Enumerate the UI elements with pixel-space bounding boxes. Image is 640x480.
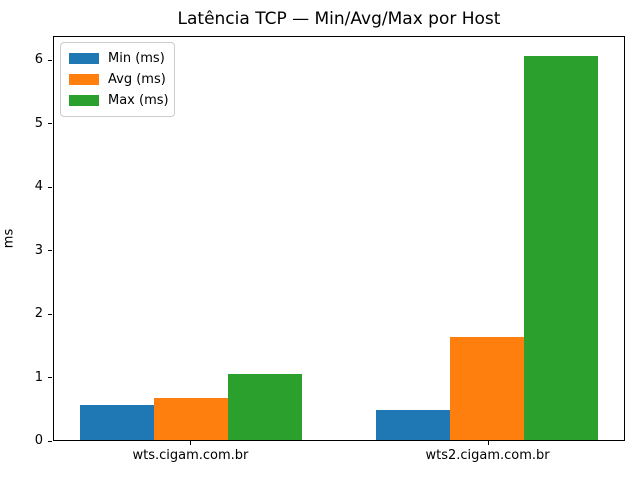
legend-row: Min (ms)	[69, 48, 174, 69]
legend-label: Max (ms)	[108, 93, 169, 108]
legend-row: Max (ms)	[69, 90, 174, 111]
x-tick-mark	[190, 441, 192, 445]
y-tick-label: 1	[34, 369, 43, 385]
y-tick-mark	[48, 440, 52, 442]
x-tick-label-0: wts.cigam.com.br	[132, 448, 249, 463]
bar-min-ms-0	[79, 405, 154, 440]
y-tick-label: 6	[34, 52, 43, 68]
x-tick-label-1: wts2.cigam.com.br	[425, 448, 550, 463]
x-tick-mark	[487, 441, 489, 445]
y-tick-label: 2	[34, 306, 43, 322]
bar-avg-ms-0	[153, 397, 228, 440]
y-tick-label: 3	[34, 242, 43, 258]
bar-avg-ms-1	[450, 337, 525, 440]
y-tick-mark	[48, 377, 52, 379]
y-tick-label: 4	[34, 179, 43, 195]
y-tick-mark	[48, 186, 52, 188]
legend-swatch-icon	[69, 53, 99, 64]
y-axis-label: ms	[1, 228, 17, 249]
legend-row: Avg (ms)	[69, 69, 174, 90]
y-tick-label: 0	[34, 433, 43, 448]
plot-area	[53, 36, 625, 441]
y-tick-label: 5	[34, 115, 43, 131]
legend: Min (ms) Avg (ms) Max (ms)	[60, 42, 175, 117]
y-tick-mark	[48, 250, 52, 252]
bar-max-ms-1	[524, 55, 599, 440]
y-tick-mark	[48, 123, 52, 125]
legend-swatch-icon	[69, 95, 99, 106]
y-tick-mark	[48, 313, 52, 315]
legend-swatch-icon	[69, 74, 99, 85]
bar-min-ms-1	[376, 410, 451, 440]
chart-title: Latência TCP — Min/Avg/Max por Host	[177, 9, 501, 29]
y-tick-mark	[48, 59, 52, 61]
legend-label: Min (ms)	[108, 51, 165, 66]
bar-max-ms-0	[227, 374, 302, 440]
legend-label: Avg (ms)	[108, 72, 166, 87]
